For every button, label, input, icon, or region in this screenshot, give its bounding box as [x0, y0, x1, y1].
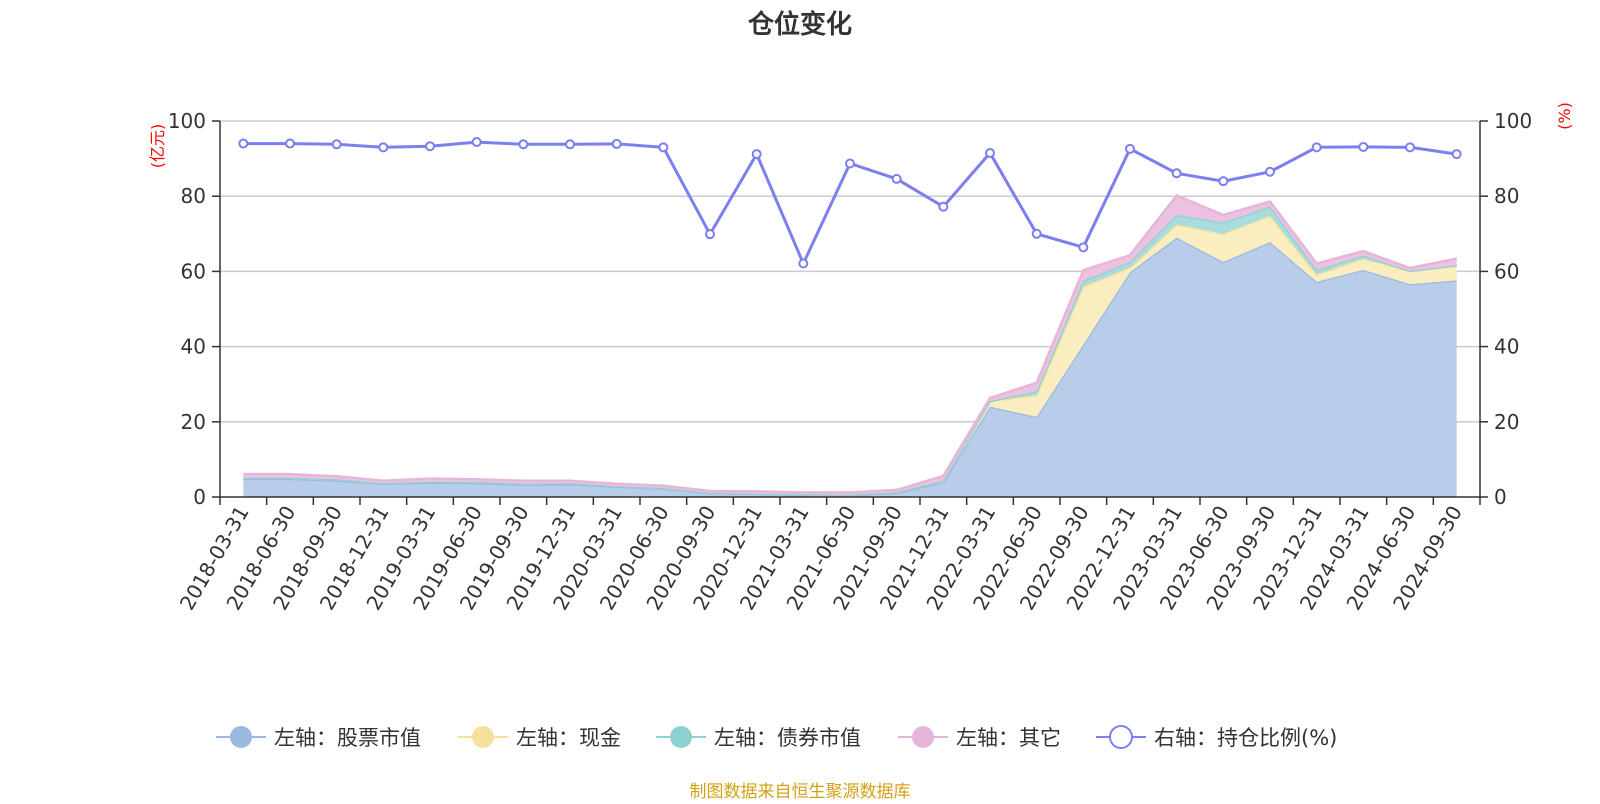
ratio-point: [425, 141, 435, 152]
legend-swatch-marker: [472, 726, 494, 748]
legend-item: 左轴：其它: [898, 726, 1061, 750]
ratio-point: [378, 142, 389, 153]
ratio-point: [1218, 176, 1229, 187]
ratio-point: [985, 147, 995, 158]
legend-label: 左轴：股票市值: [274, 726, 421, 750]
legend: 左轴：股票市值 左轴：现金 左轴：债券市值 左轴：其它 右轴：持仓比例(%): [216, 725, 1337, 750]
ratio-line: [238, 137, 1462, 269]
right-axis-tick-label: 40: [1494, 335, 1519, 359]
ratio-point: [751, 149, 762, 160]
right-axis-tick-label: 20: [1494, 410, 1519, 434]
ratio-point: [705, 229, 715, 240]
right-axis-tick-label: 100: [1494, 109, 1532, 133]
left-axis-tick-label: 60: [181, 259, 206, 283]
ratio-point: [471, 137, 482, 148]
right-axis-unit: (%): [1555, 102, 1574, 130]
ratio-point: [1125, 143, 1135, 154]
left-axis-tick-label: 40: [181, 335, 206, 359]
area-edge-左轴：其它: [243, 193, 1457, 494]
ratio-point: [285, 138, 295, 149]
ratio-point: [1171, 168, 1182, 179]
ratio-point: [938, 201, 949, 212]
ratio-point: [1265, 166, 1275, 177]
legend-label: 左轴：其它: [956, 726, 1061, 750]
area-左轴：股票市值: [243, 237, 1457, 497]
legend-item: 左轴：现金: [458, 726, 621, 750]
ratio-point: [798, 258, 809, 269]
ratio-point: [658, 142, 669, 153]
right-axis-tick-label: 0: [1494, 485, 1507, 509]
ratio-point: [1451, 149, 1462, 160]
ratio-point: [331, 139, 342, 150]
left-axis-tick-label: 0: [193, 485, 206, 509]
ratio-point: [1078, 242, 1089, 253]
stacked-areas: [243, 193, 1457, 497]
legend-item: 左轴：股票市值: [216, 726, 421, 750]
ratio-point: [1405, 142, 1415, 153]
ratio-point: [565, 139, 575, 150]
ratio-point: [518, 139, 529, 150]
right-axis-tick-label: 80: [1494, 184, 1519, 208]
ratio-point: [238, 138, 249, 149]
right-axis-tick-label: 60: [1494, 259, 1519, 283]
legend-swatch-marker: [230, 726, 252, 748]
legend-item: 左轴：债券市值: [656, 726, 861, 750]
ratio-point: [845, 158, 855, 169]
legend-label: 左轴：现金: [516, 726, 621, 750]
ratio-point: [891, 173, 902, 184]
left-axis-tick-label: 20: [181, 410, 206, 434]
data-source-footer: 制图数据来自恒生聚源数据库: [690, 782, 911, 800]
legend-label: 右轴：持仓比例(%): [1154, 726, 1337, 750]
left-axis-tick-label: 80: [181, 184, 206, 208]
legend-swatch-marker: [1109, 725, 1133, 749]
legend-swatch-marker: [912, 726, 934, 748]
ratio-point: [1031, 228, 1042, 239]
chart-title: 仓位变化: [747, 9, 852, 40]
left-axis-unit: (亿元): [148, 124, 167, 169]
ratio-point: [1311, 142, 1322, 153]
legend-item: 右轴：持仓比例(%): [1096, 725, 1337, 750]
legend-label: 左轴：债券市值: [714, 726, 861, 750]
ratio-point: [611, 138, 622, 149]
legend-swatch-marker: [670, 726, 692, 748]
left-axis-tick-label: 100: [168, 109, 206, 133]
ratio-point: [1358, 141, 1369, 152]
